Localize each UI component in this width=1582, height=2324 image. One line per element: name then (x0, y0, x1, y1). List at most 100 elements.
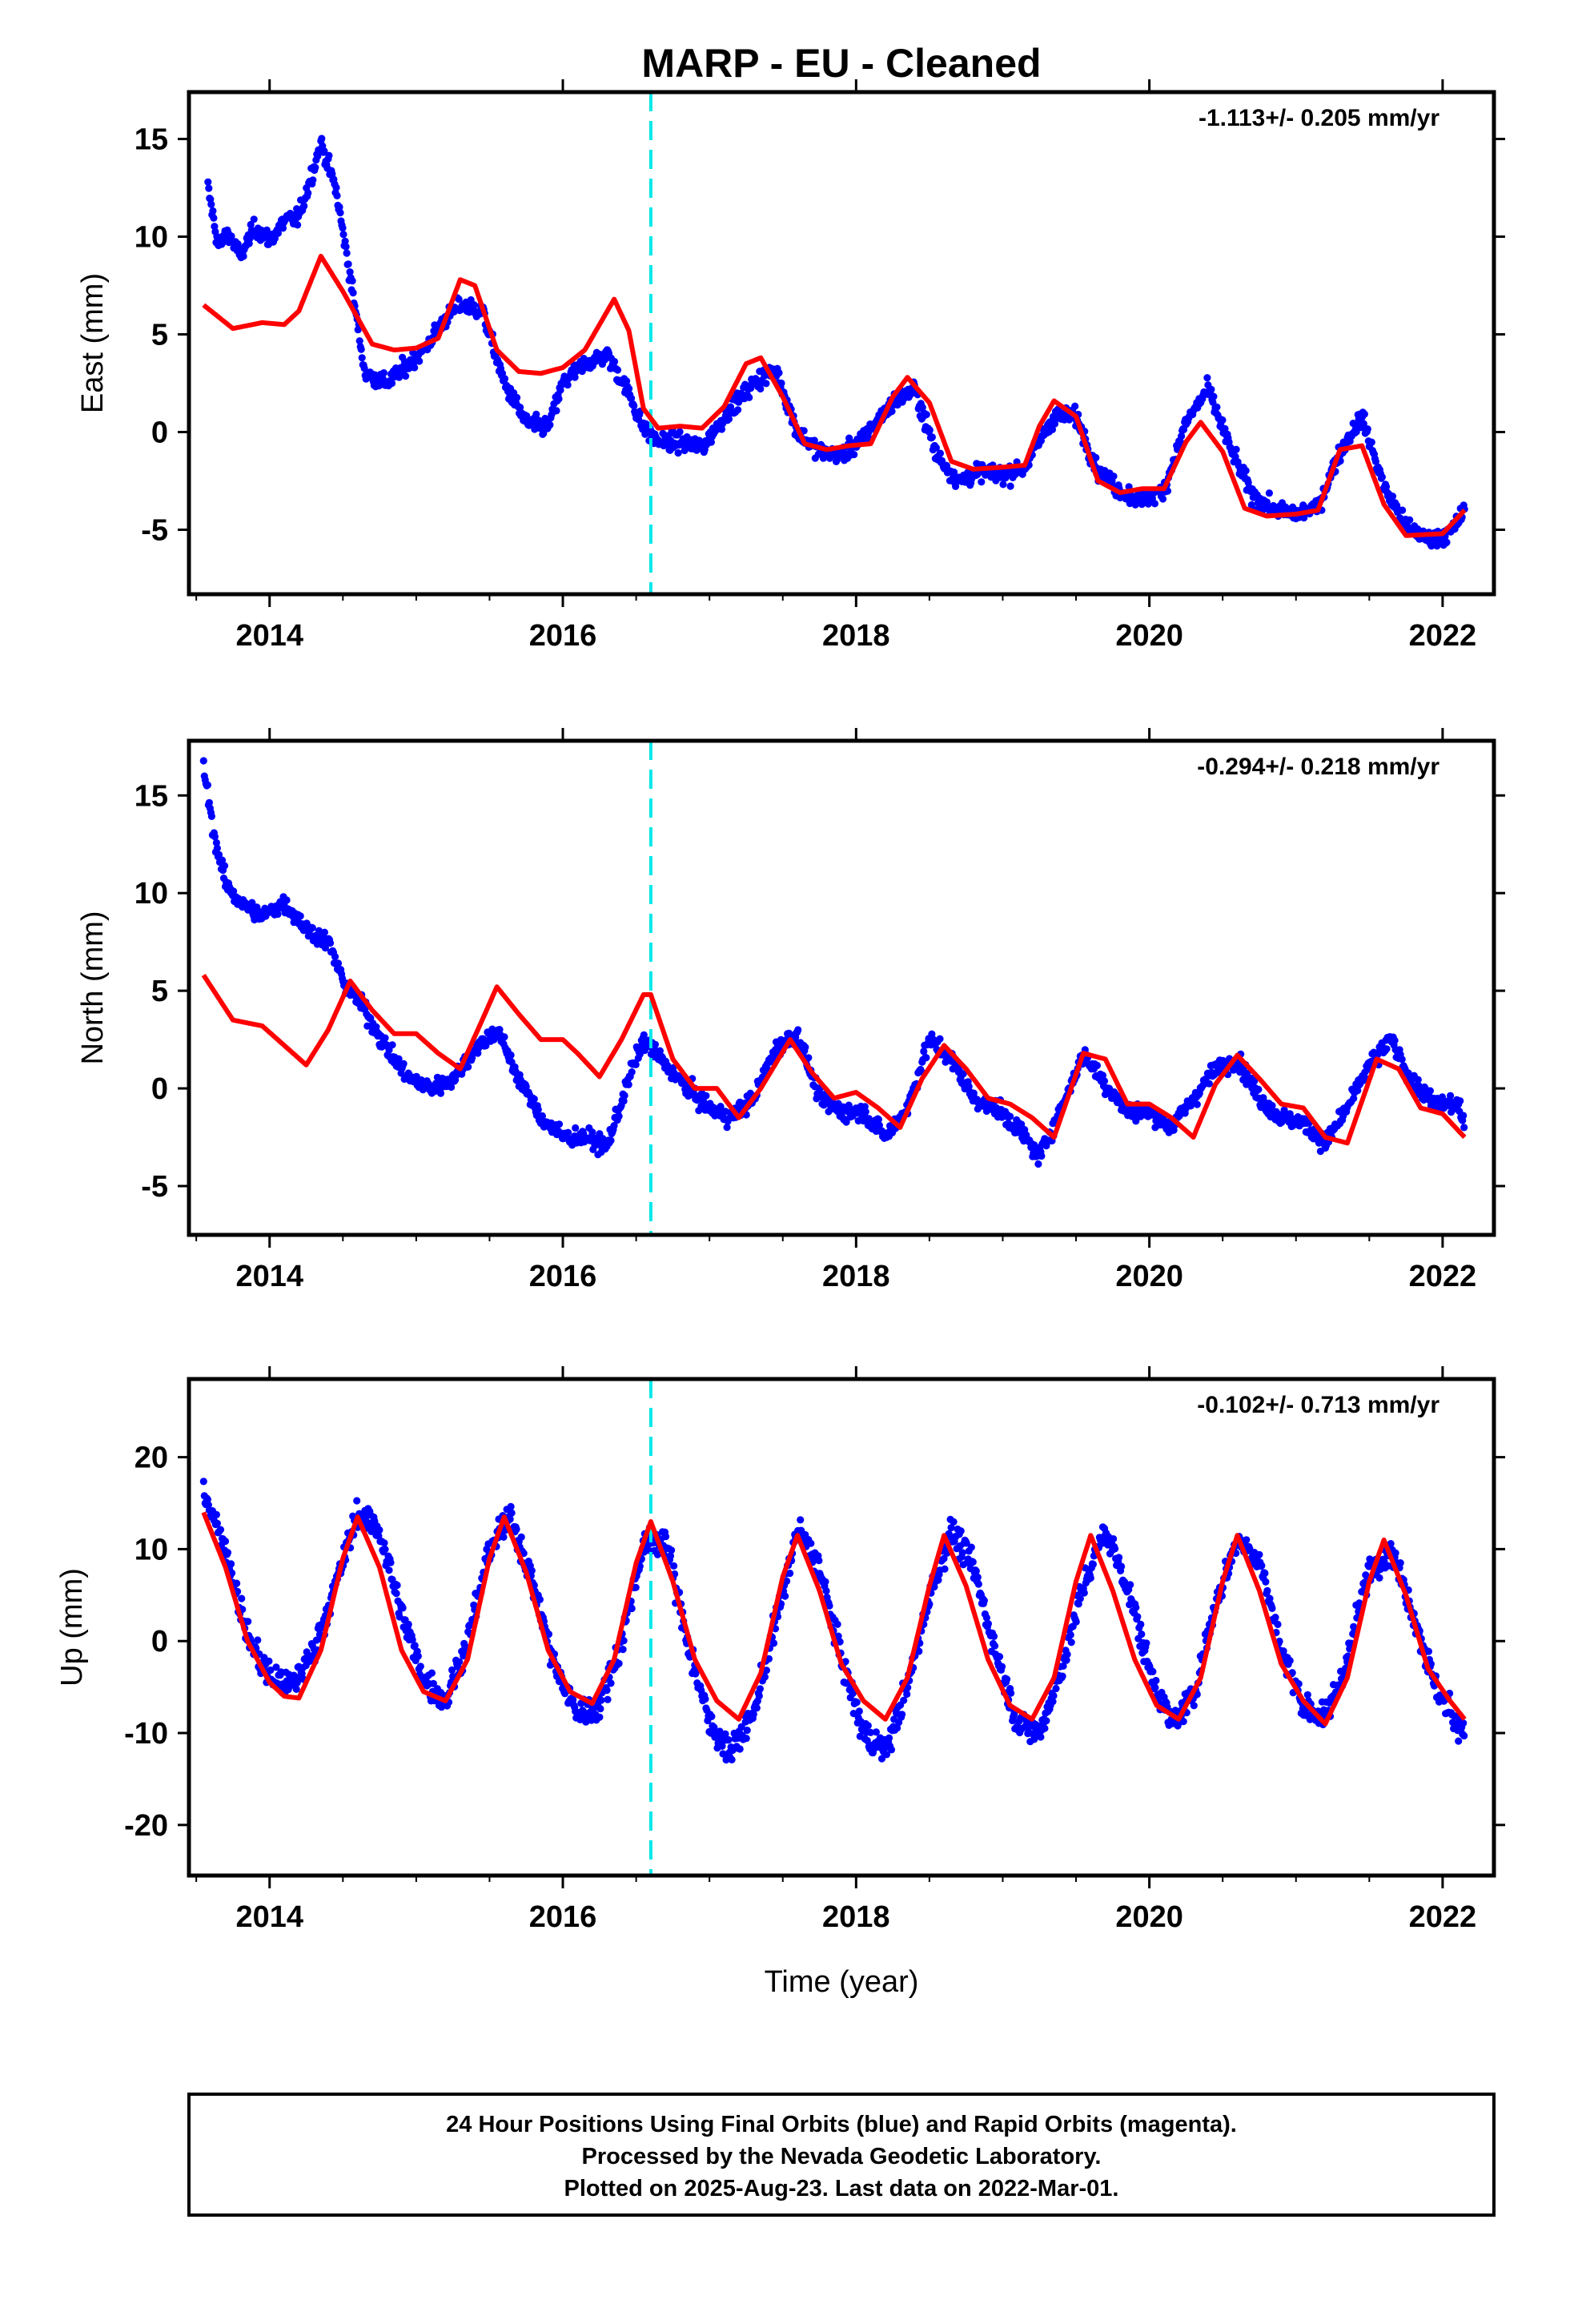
data-point (346, 268, 354, 276)
data-point (1118, 1562, 1126, 1570)
data-point (555, 395, 563, 403)
data-point (967, 1543, 975, 1551)
data-point (220, 862, 229, 870)
y-tick-label: -20 (124, 1809, 168, 1843)
data-point (1193, 1100, 1201, 1108)
data-point (885, 1734, 893, 1742)
data-point (855, 1707, 863, 1715)
data-point (1126, 1581, 1134, 1589)
data-point (1093, 1061, 1101, 1070)
data-point (321, 944, 329, 952)
data-point (990, 1632, 998, 1640)
data-point (1115, 1554, 1123, 1562)
data-point (1255, 1550, 1263, 1558)
data-point (596, 1713, 604, 1721)
data-point (400, 1059, 408, 1068)
data-point (1158, 495, 1167, 503)
data-point (1058, 1672, 1066, 1680)
data-point (974, 1573, 982, 1582)
data-point (239, 252, 247, 260)
data-point (745, 393, 753, 401)
data-point (517, 1533, 525, 1541)
data-point (1375, 1574, 1383, 1582)
data-point (343, 249, 351, 257)
data-point (395, 1055, 403, 1063)
data-point (936, 1035, 944, 1043)
data-point (607, 1136, 615, 1144)
data-point (950, 468, 958, 476)
data-point (332, 183, 340, 191)
data-point (597, 1696, 605, 1704)
data-point (274, 229, 282, 237)
data-point (725, 415, 733, 423)
data-point (210, 214, 218, 222)
data-point (775, 368, 783, 377)
data-point (404, 1620, 412, 1628)
data-point (1138, 1630, 1146, 1638)
data-point (1110, 472, 1118, 480)
data-point (958, 1549, 966, 1557)
data-point (227, 1560, 235, 1568)
north-points (199, 757, 1468, 1168)
data-point (1110, 1535, 1118, 1543)
data-point (1050, 1691, 1058, 1700)
x-tick-label: 2022 (1409, 1900, 1477, 1934)
data-point (1100, 1077, 1109, 1085)
data-point (341, 237, 349, 245)
data-point (922, 1054, 930, 1062)
chart-title: MARP - EU - Cleaned (641, 41, 1041, 86)
y-tick-label: 0 (151, 1072, 168, 1106)
y-axis-label: Up (mm) (55, 1568, 89, 1687)
data-point (957, 1527, 965, 1535)
data-point (755, 1692, 763, 1700)
data-point (1363, 425, 1371, 433)
data-point (1426, 1087, 1434, 1095)
data-point (753, 1704, 761, 1712)
data-point (1213, 403, 1221, 411)
data-point (530, 1095, 538, 1103)
data-point (1460, 1719, 1468, 1727)
data-point (1371, 457, 1379, 465)
data-point (207, 812, 215, 820)
y-axis-label: East (mm) (76, 273, 110, 413)
data-point (1006, 482, 1014, 490)
data-point (348, 277, 356, 285)
data-point (1460, 1124, 1468, 1132)
data-point (613, 366, 622, 374)
data-point (528, 1566, 536, 1574)
y-tick-label: 5 (151, 319, 168, 352)
data-point (604, 1695, 612, 1703)
data-point (335, 203, 343, 211)
data-point (1456, 1097, 1464, 1105)
data-point (1255, 1085, 1263, 1093)
data-point (1071, 402, 1079, 410)
data-point (990, 1642, 999, 1650)
data-point (199, 1478, 207, 1486)
data-point (821, 1578, 829, 1586)
data-point (974, 1580, 982, 1588)
data-point (1205, 1080, 1213, 1088)
data-point (500, 375, 509, 383)
east-points (204, 135, 1468, 550)
data-point (387, 380, 396, 388)
velocity-label: -1.113+/- 0.205 mm/yr (1199, 105, 1439, 131)
data-point (717, 425, 726, 433)
data-point (628, 1068, 636, 1076)
data-point (1286, 1657, 1294, 1665)
data-point (326, 939, 335, 947)
data-point (668, 1546, 676, 1554)
data-point (1067, 1638, 1075, 1647)
velocity-label: -0.102+/- 0.713 mm/yr (1197, 1392, 1439, 1418)
data-point (781, 1592, 789, 1600)
data-point (1134, 1613, 1142, 1621)
data-point (630, 402, 638, 410)
data-point (801, 1043, 809, 1051)
data-point (628, 394, 636, 402)
data-point (204, 178, 212, 186)
data-point (402, 372, 410, 380)
data-point (416, 1663, 424, 1671)
data-point (615, 1112, 623, 1120)
data-point (1072, 1618, 1080, 1626)
data-point (728, 1755, 736, 1763)
